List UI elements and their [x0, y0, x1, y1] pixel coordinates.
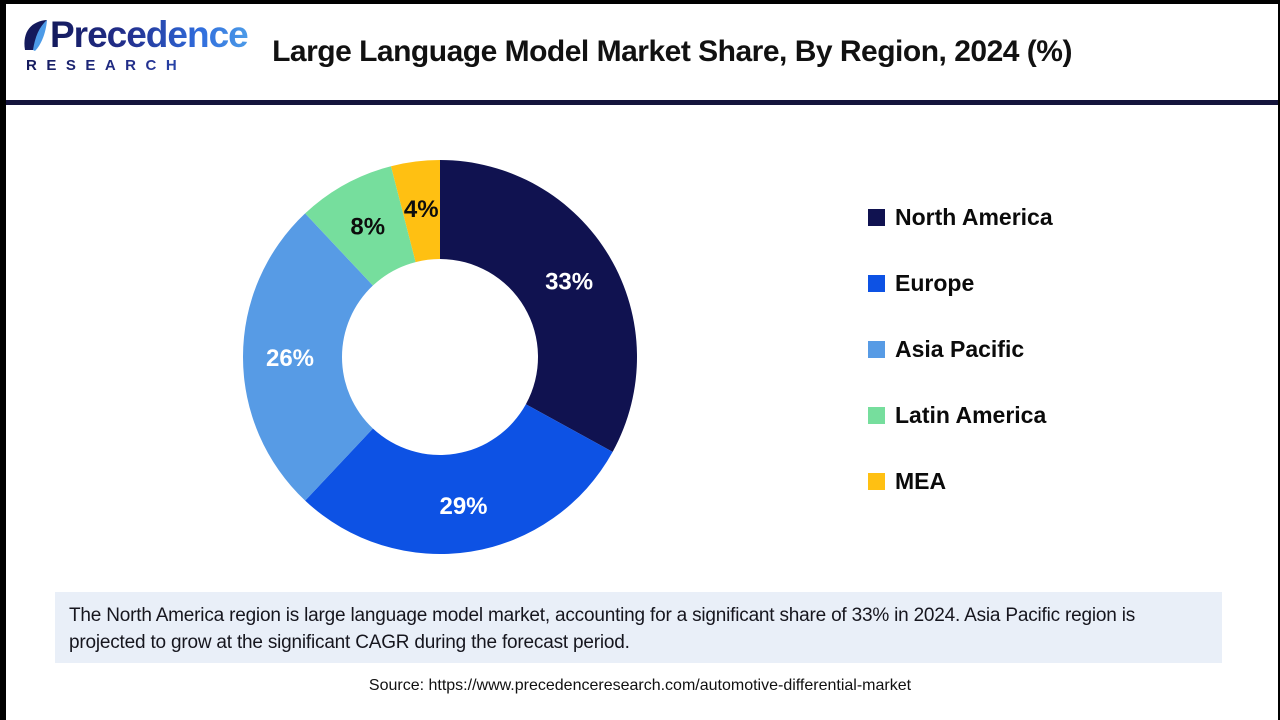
legend-swatch-icon — [868, 406, 885, 424]
donut-svg: 33% 29% 26% 8% 4% — [242, 160, 638, 555]
right-edge-border — [1278, 0, 1280, 720]
logo-wordmark: Precedence — [50, 14, 249, 55]
legend-label: MEA — [895, 467, 947, 494]
legend-label: Latin America — [895, 401, 1047, 428]
legend-label: Asia Pacific — [895, 335, 1025, 362]
header: Precedence RESEARCH Large Language Model… — [6, 4, 1278, 105]
legend-item-europe: Europe — [868, 270, 1053, 296]
legend-item-mea: MEA — [868, 468, 1053, 494]
donut-slice-mea — [391, 160, 440, 263]
donut-slice-europe — [305, 404, 613, 555]
legend-swatch-icon — [868, 274, 885, 292]
legend-swatch-icon — [868, 208, 885, 226]
slice-label-latin-america: 8% — [350, 214, 385, 241]
donut-chart: 33% 29% 26% 8% 4% — [230, 147, 650, 567]
legend-item-asia-pacific: Asia Pacific — [868, 336, 1053, 362]
legend-item-north-america: North America — [868, 204, 1053, 230]
summary-note-box: The North America region is large langua… — [55, 592, 1222, 663]
slice-label-europe: 29% — [439, 493, 487, 520]
summary-note-text: The North America region is large langua… — [69, 605, 1136, 653]
slice-label-asia-pacific: 26% — [266, 345, 314, 372]
slice-label-north-america: 33% — [545, 269, 593, 296]
left-edge-border — [0, 0, 6, 720]
legend-swatch-icon — [868, 472, 885, 490]
legend-label: Europe — [895, 269, 975, 296]
chart-legend: North America Europe Asia Pacific Latin Ame… — [868, 204, 1053, 534]
top-edge-border — [0, 0, 1280, 4]
page-title: Large Language Model Market Share, By Re… — [272, 35, 1072, 68]
brand-logo: Precedence RESEARCH — [22, 16, 292, 74]
donut-slice-asia-pacific — [242, 213, 373, 501]
donut-slice-latin-america — [305, 166, 416, 286]
legend-label: North America — [895, 203, 1053, 230]
slice-label-mea: 4% — [404, 196, 439, 223]
logo-subtitle: RESEARCH — [26, 57, 292, 74]
leaf-icon — [22, 19, 48, 53]
legend-swatch-icon — [868, 340, 885, 358]
donut-slice-north-america — [440, 160, 638, 452]
source-citation: Source: https://www.precedenceresearch.c… — [368, 677, 912, 694]
legend-item-latin-america: Latin America — [868, 402, 1053, 428]
